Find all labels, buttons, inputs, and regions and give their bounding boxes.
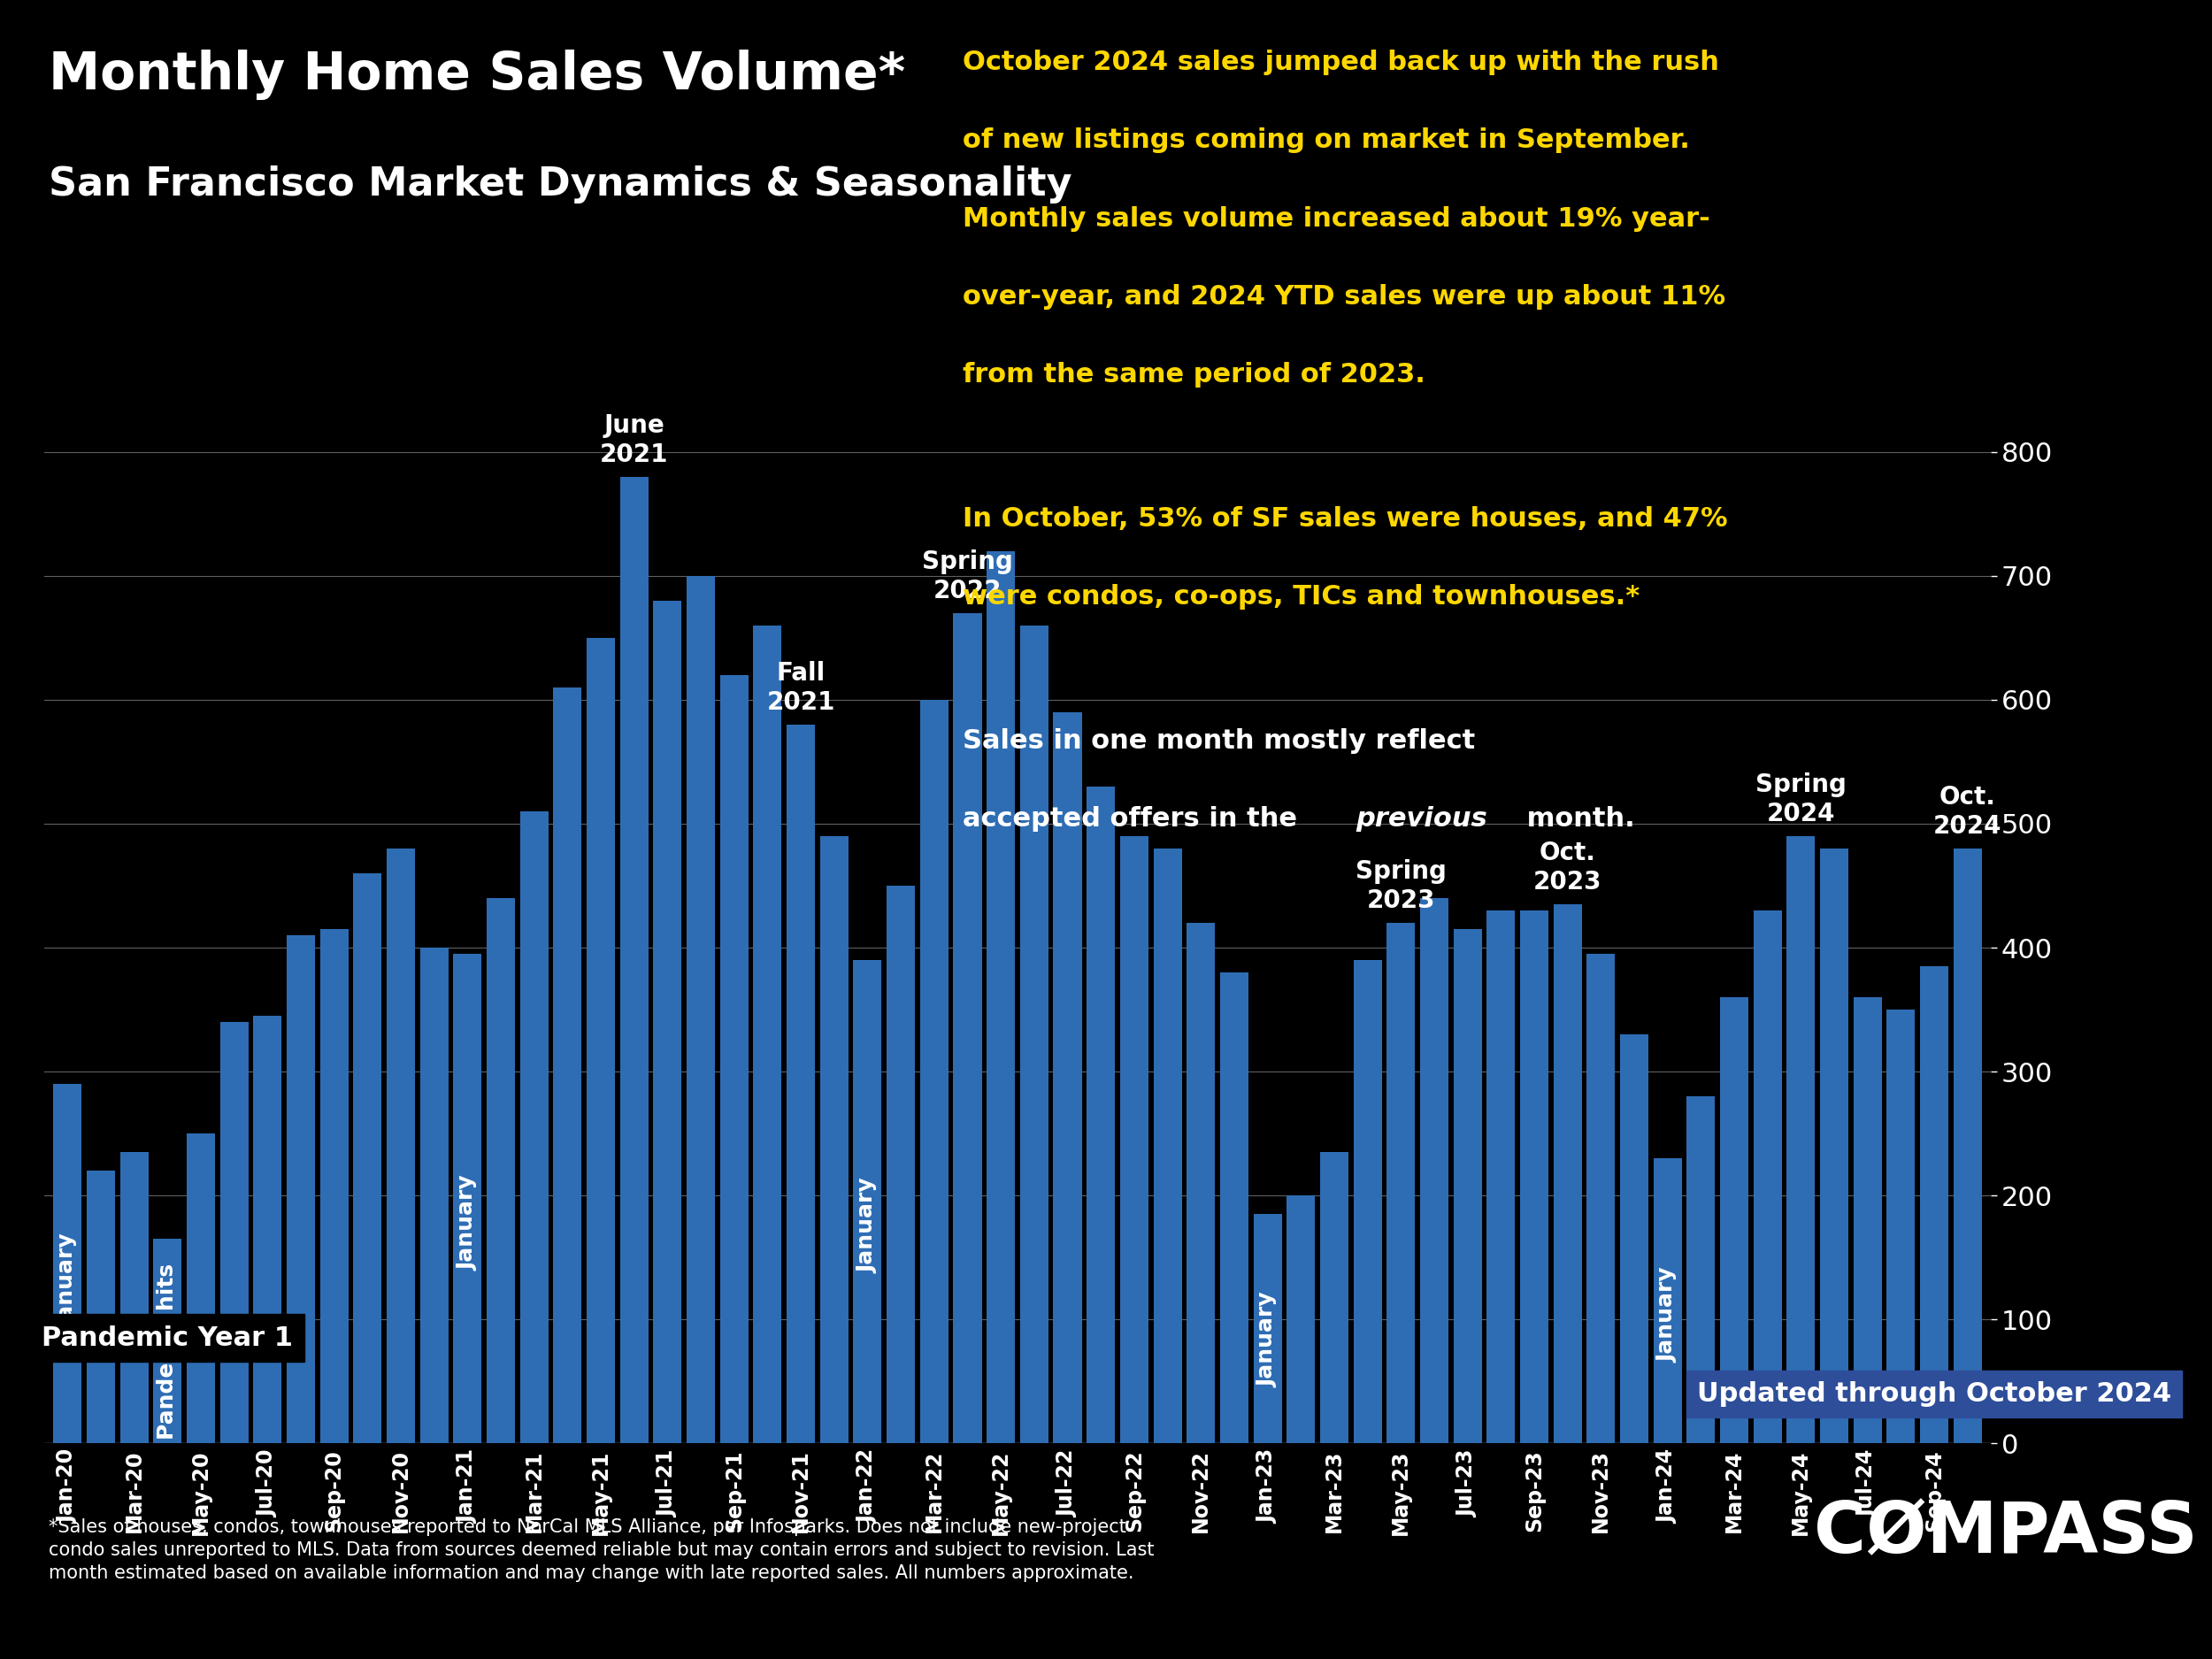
Bar	[987, 551, 1015, 1443]
Text: Fall
2021: Fall 2021	[768, 662, 836, 715]
Bar	[1652, 1158, 1681, 1443]
Bar	[721, 675, 748, 1443]
Text: January: January	[58, 1234, 77, 1329]
Bar	[1953, 848, 1982, 1443]
Text: Pandemic Year 1: Pandemic Year 1	[42, 1326, 294, 1350]
Bar	[1354, 961, 1382, 1443]
Text: January: January	[1256, 1292, 1279, 1389]
Text: over-year, and 2024 YTD sales were up about 11%: over-year, and 2024 YTD sales were up ab…	[962, 284, 1725, 309]
Bar	[619, 476, 648, 1443]
Bar	[1221, 972, 1248, 1443]
Text: San Francisco Market Dynamics & Seasonality: San Francisco Market Dynamics & Seasonal…	[49, 166, 1073, 204]
Bar	[1688, 1097, 1714, 1443]
Text: were condos, co-ops, TICs and townhouses.*: were condos, co-ops, TICs and townhouses…	[962, 584, 1639, 609]
Text: CØMPASS: CØMPASS	[1814, 1498, 2199, 1568]
Text: Monthly sales volume increased about 19% year-: Monthly sales volume increased about 19%…	[962, 206, 1710, 231]
Bar	[1721, 997, 1747, 1443]
Bar	[686, 576, 714, 1443]
Bar	[821, 836, 849, 1443]
Bar	[219, 1022, 248, 1443]
Bar	[854, 961, 883, 1443]
Text: October 2024 sales jumped back up with the rush: October 2024 sales jumped back up with t…	[962, 50, 1719, 75]
Bar	[1086, 786, 1115, 1443]
Bar	[53, 1083, 82, 1443]
Text: Spring
2022: Spring 2022	[922, 549, 1013, 604]
Bar	[321, 929, 349, 1443]
Bar	[254, 1015, 281, 1443]
Bar	[288, 936, 314, 1443]
Text: of new listings coming on market in September.: of new listings coming on market in Sept…	[962, 128, 1690, 153]
Bar	[153, 1239, 181, 1443]
Bar	[1387, 922, 1416, 1443]
Bar	[586, 637, 615, 1443]
Bar	[1820, 848, 1849, 1443]
Bar	[1420, 898, 1449, 1443]
Bar	[1254, 1214, 1281, 1443]
Bar	[1321, 1151, 1349, 1443]
Text: January: January	[458, 1176, 478, 1271]
Bar	[1152, 848, 1181, 1443]
Bar	[953, 614, 982, 1443]
Bar	[453, 954, 482, 1443]
Bar	[1586, 954, 1615, 1443]
Bar	[887, 886, 916, 1443]
Bar	[387, 848, 416, 1443]
Text: Monthly Home Sales Volume*: Monthly Home Sales Volume*	[49, 50, 905, 100]
Text: Oct.
2023: Oct. 2023	[1533, 841, 1601, 894]
Bar	[1619, 1034, 1648, 1443]
Bar	[1553, 904, 1582, 1443]
Text: January: January	[1657, 1267, 1679, 1362]
Bar	[1887, 1010, 1916, 1443]
Bar	[653, 601, 681, 1443]
Bar	[420, 947, 449, 1443]
Bar	[487, 898, 515, 1443]
Bar	[1186, 922, 1214, 1443]
Text: Spring
2023: Spring 2023	[1356, 859, 1447, 912]
Text: Oct.
2024: Oct. 2024	[1933, 785, 2002, 838]
Bar	[553, 687, 582, 1443]
Bar	[1920, 966, 1949, 1443]
Text: January: January	[856, 1178, 878, 1274]
Bar	[186, 1133, 215, 1443]
Text: In October, 53% of SF sales were houses, and 47%: In October, 53% of SF sales were houses,…	[962, 506, 1728, 531]
Text: June
2021: June 2021	[599, 413, 668, 466]
Bar	[1053, 712, 1082, 1443]
Text: from the same period of 2023.: from the same period of 2023.	[962, 362, 1425, 387]
Bar	[1453, 929, 1482, 1443]
Bar	[1854, 997, 1882, 1443]
Text: *Sales of houses, condos, townhouses reported to NorCal MLS Alliance, per Infosp: *Sales of houses, condos, townhouses rep…	[49, 1518, 1155, 1583]
Bar	[1787, 836, 1816, 1443]
Bar	[520, 811, 549, 1443]
Bar	[920, 700, 949, 1443]
Bar	[1287, 1196, 1314, 1443]
Text: month.: month.	[1517, 806, 1635, 831]
Bar	[1020, 625, 1048, 1443]
Bar	[754, 625, 781, 1443]
Text: Pandemic hits: Pandemic hits	[157, 1262, 179, 1440]
Bar	[787, 725, 814, 1443]
Bar	[86, 1171, 115, 1443]
Text: Updated through October 2024: Updated through October 2024	[1697, 1380, 2172, 1407]
Text: accepted offers in the: accepted offers in the	[962, 806, 1305, 831]
Text: previous: previous	[1356, 806, 1486, 831]
Bar	[1486, 911, 1515, 1443]
Bar	[119, 1151, 148, 1443]
Bar	[354, 873, 383, 1443]
Text: Spring
2024: Spring 2024	[1756, 773, 1847, 826]
Bar	[1520, 911, 1548, 1443]
Bar	[1754, 911, 1781, 1443]
Text: Sales in one month mostly reflect: Sales in one month mostly reflect	[962, 728, 1475, 753]
Bar	[1119, 836, 1148, 1443]
